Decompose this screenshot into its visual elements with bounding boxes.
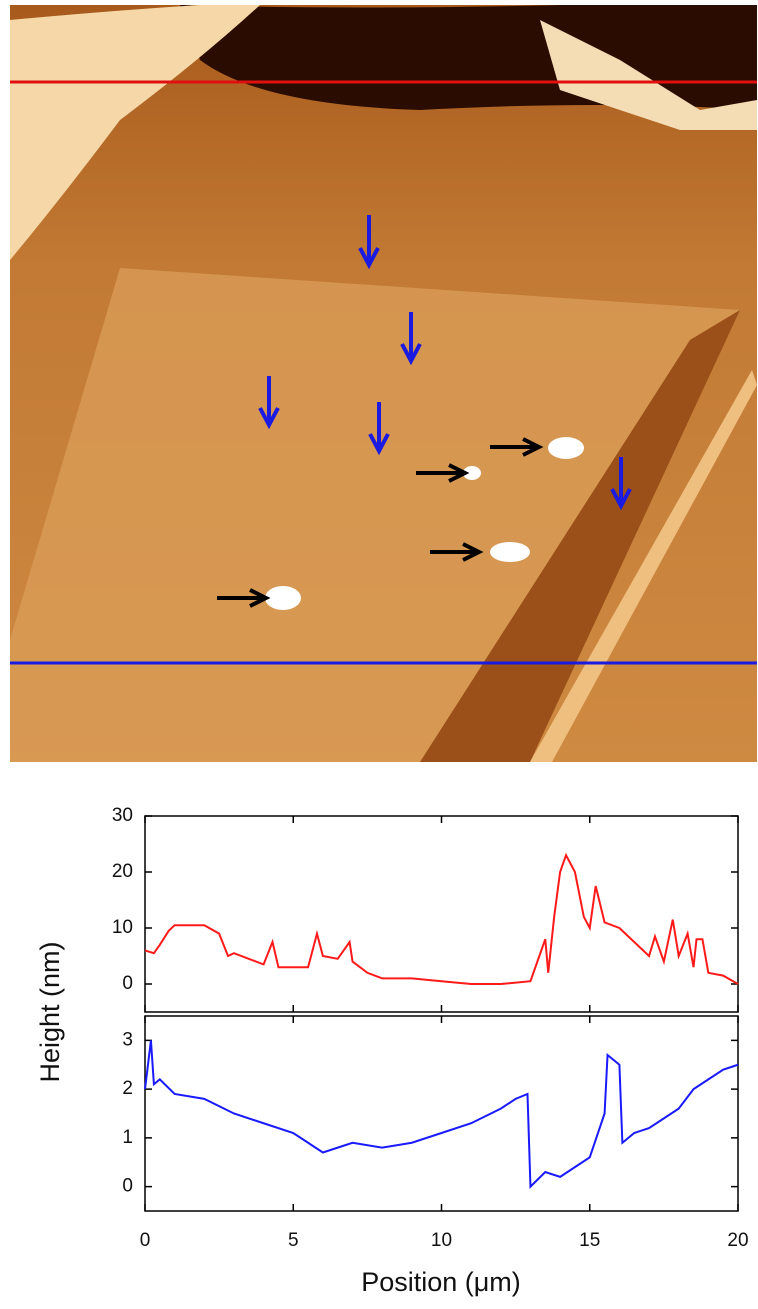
y-axis-title: Height (nm) — [35, 941, 65, 1082]
x-tick-label: 20 — [727, 1230, 748, 1251]
afm-image — [10, 5, 757, 762]
x-tick-label: 15 — [579, 1230, 600, 1251]
particle — [548, 437, 584, 459]
blue-arrows — [258, 215, 632, 511]
x-axis-title: Position (μm) — [361, 1267, 521, 1297]
x-tick-label: 0 — [140, 1230, 151, 1251]
y-tick-label: 1 — [122, 1127, 133, 1148]
bright-region — [540, 20, 757, 130]
y-tick-label: 0 — [122, 1176, 133, 1197]
x-tick-label: 5 — [288, 1230, 299, 1251]
flake — [10, 268, 740, 762]
y-tick-label: 30 — [112, 805, 133, 826]
x-tick-label: 10 — [431, 1230, 452, 1251]
y-tick-label: 10 — [112, 917, 133, 938]
particle — [463, 466, 481, 480]
bright-region — [10, 5, 260, 260]
plot-frame — [144, 815, 739, 1013]
profile-line — [144, 1040, 739, 1189]
particle — [265, 586, 301, 610]
dark-strip — [420, 310, 740, 762]
profile-line — [144, 852, 739, 985]
particle — [490, 542, 530, 562]
y-tick-label: 0 — [122, 973, 133, 994]
y-tick-label: 2 — [122, 1078, 133, 1099]
y-tick-label: 20 — [112, 861, 133, 882]
y-tick-label: 3 — [122, 1029, 133, 1050]
black-arrows — [217, 437, 544, 608]
